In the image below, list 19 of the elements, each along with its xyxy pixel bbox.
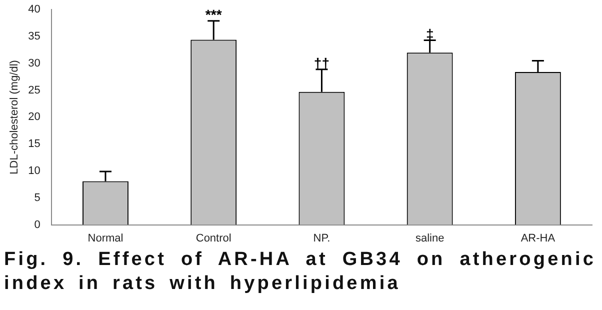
annotation: ‡ [426, 26, 434, 42]
x-tick-label: NP. [313, 232, 330, 244]
x-tick-label: Control [196, 232, 232, 244]
y-tick-label: 35 [28, 30, 40, 43]
x-tick-label: saline [415, 232, 444, 244]
y-tick-label: 25 [28, 84, 40, 96]
y-tick-label: 20 [28, 111, 40, 124]
annotation: †† [314, 55, 330, 72]
y-tick-label: 5 [34, 192, 40, 204]
y-axis-title: LDL-cholesterol (mg/dl) [8, 60, 21, 174]
y-tick-label: 40 [28, 4, 40, 16]
text: Fig. 9. Effect of AR-HA at GB34 on atherogenic index in rats with hyperlipidemia [4, 248, 596, 296]
y-tick-label: 0 [34, 218, 40, 231]
y-tick-label: 15 [28, 138, 40, 150]
x-tick-label: Normal [88, 232, 124, 244]
annotation: *** [205, 6, 222, 23]
y-tick-label: 30 [28, 57, 40, 70]
y-tick-label: 10 [28, 165, 40, 178]
x-tick-label: AR-HA [520, 232, 556, 244]
